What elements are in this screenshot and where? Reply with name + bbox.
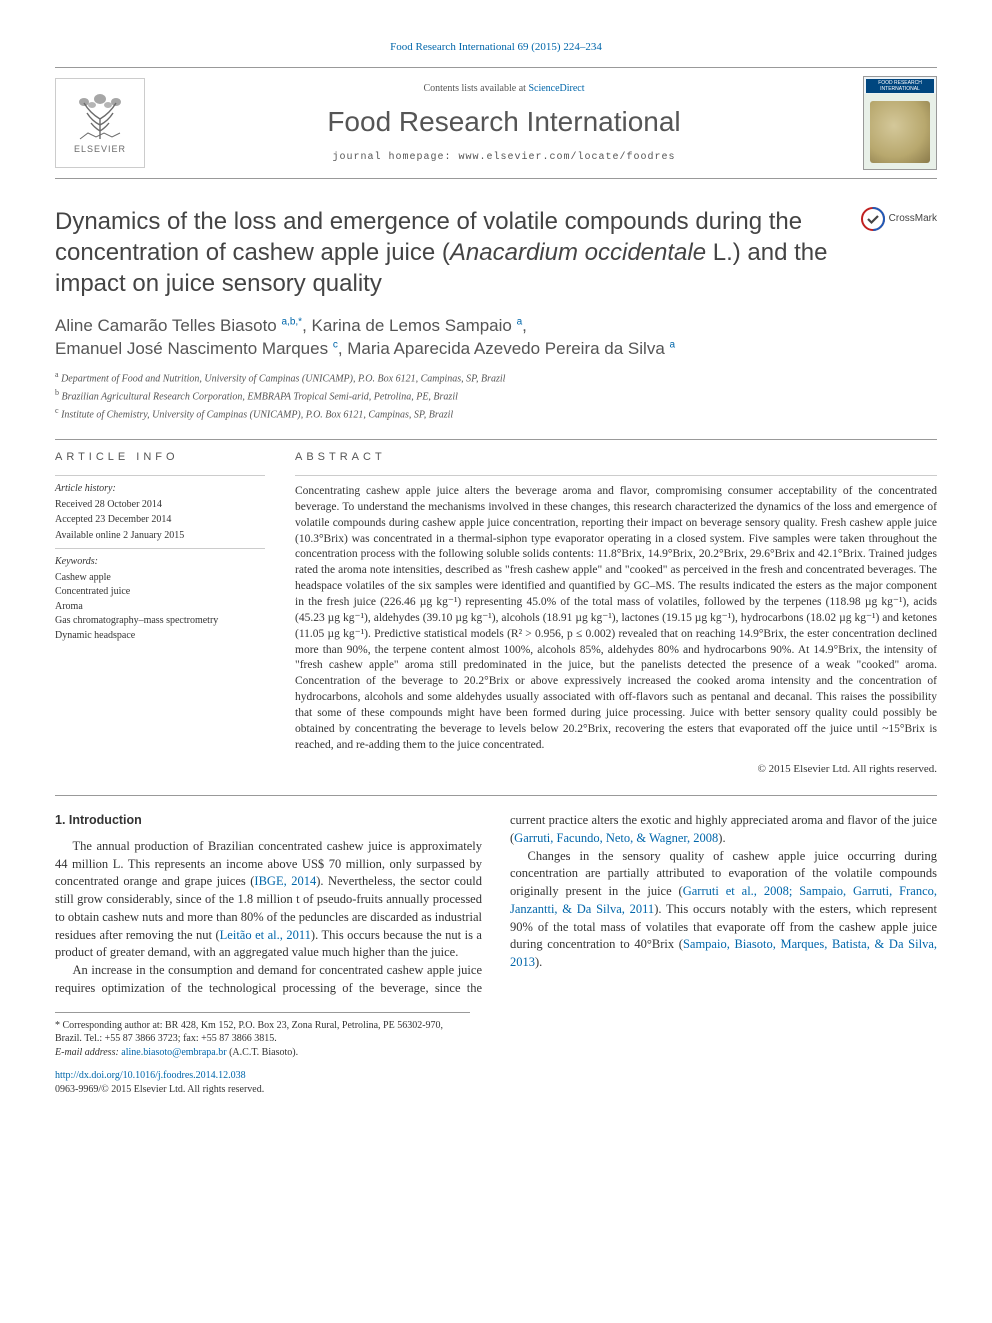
author-3-affil: c — [333, 340, 338, 351]
keywords-label: Keywords: — [55, 556, 98, 567]
divider — [55, 439, 937, 440]
author-4: Maria Aparecida Azevedo Pereira da Silva — [347, 339, 665, 358]
abstract-heading: abstract — [295, 450, 937, 465]
affiliation-a: Department of Food and Nutrition, Univer… — [61, 373, 505, 384]
body-p2-b: ). — [718, 831, 725, 845]
citation-link[interactable]: Leitão et al., 2011 — [220, 928, 311, 942]
corresponding-star: * — [298, 316, 302, 327]
journal-name: Food Research International — [159, 102, 849, 141]
elsevier-tree-icon — [70, 91, 130, 141]
page-footer: http://dx.doi.org/10.1016/j.foodres.2014… — [55, 1069, 937, 1097]
section-heading-intro: 1. Introduction — [55, 812, 482, 830]
keyword: Aroma — [55, 600, 265, 614]
author-4-affil: a — [670, 340, 676, 351]
keyword: Concentrated juice — [55, 585, 265, 599]
abstract-text: Concentrating cashew apple juice alters … — [295, 484, 937, 754]
body-two-column: 1. Introduction The annual production of… — [55, 812, 937, 998]
article-history-label: Article history: — [55, 483, 116, 494]
abstract-copyright: © 2015 Elsevier Ltd. All rights reserved… — [295, 762, 937, 777]
cover-band-text: FOOD RESEARCH INTERNATIONAL — [866, 79, 934, 92]
crossmark-badge[interactable]: CrossMark — [861, 207, 937, 231]
article-info-sidebar: article info Article history: Received 2… — [55, 450, 265, 777]
contents-lists-line: Contents lists available at ScienceDirec… — [159, 82, 849, 96]
footnotes: * Corresponding author at: BR 428, Km 15… — [55, 1012, 470, 1060]
homepage-prefix: journal homepage: — [332, 152, 458, 163]
email-label: E-mail address: — [55, 1047, 121, 1058]
author-1-affil: a,b, — [281, 316, 298, 327]
abstract-block: abstract Concentrating cashew apple juic… — [295, 450, 937, 777]
keyword: Gas chromatography–mass spectrometry — [55, 614, 265, 628]
doi-link[interactable]: http://dx.doi.org/10.1016/j.foodres.2014… — [55, 1070, 246, 1081]
author-2-affil: a — [517, 316, 523, 327]
author-1: Aline Camarão Telles Biasoto — [55, 316, 277, 335]
journal-homepage-line: journal homepage: www.elsevier.com/locat… — [159, 151, 849, 165]
body-p3-c: ). — [535, 955, 542, 969]
citation-link[interactable]: IBGE, 2014 — [254, 874, 316, 888]
article-info-heading: article info — [55, 450, 265, 465]
crossmark-label: CrossMark — [889, 212, 937, 226]
elsevier-wordmark: ELSEVIER — [74, 143, 126, 156]
online-date: Available online 2 January 2015 — [55, 529, 265, 543]
author-email-link[interactable]: aline.biasoto@embrapa.br — [121, 1047, 226, 1058]
masthead-center: Contents lists available at ScienceDirec… — [159, 82, 849, 165]
corresponding-author-note: * Corresponding author at: BR 428, Km 15… — [55, 1019, 470, 1046]
issn-copyright: 0963-9969/© 2015 Elsevier Ltd. All right… — [55, 1083, 937, 1097]
homepage-url[interactable]: www.elsevier.com/locate/foodres — [459, 152, 676, 163]
affiliation-c: Institute of Chemistry, University of Ca… — [61, 409, 453, 420]
elsevier-logo: ELSEVIER — [55, 78, 145, 168]
keyword: Cashew apple — [55, 571, 265, 585]
contents-prefix: Contents lists available at — [423, 83, 528, 94]
author-3: Emanuel José Nascimento Marques — [55, 339, 328, 358]
sciencedirect-link[interactable]: ScienceDirect — [528, 83, 584, 94]
running-head-link[interactable]: Food Research International 69 (2015) 22… — [390, 41, 602, 53]
masthead: ELSEVIER Contents lists available at Sci… — [55, 67, 937, 179]
received-date: Received 28 October 2014 — [55, 498, 265, 512]
article-title: Dynamics of the loss and emergence of vo… — [55, 207, 843, 299]
affiliations: a Department of Food and Nutrition, Univ… — [55, 369, 937, 422]
keywords-list: Cashew apple Concentrated juice Aroma Ga… — [55, 571, 265, 643]
accepted-date: Accepted 23 December 2014 — [55, 513, 265, 527]
affiliation-b: Brazilian Agricultural Research Corporat… — [62, 391, 458, 402]
author-list: Aline Camarão Telles Biasoto a,b,*, Kari… — [55, 314, 937, 362]
email-suffix: (A.C.T. Biasoto). — [227, 1047, 298, 1058]
divider — [55, 795, 937, 796]
journal-cover-thumbnail: FOOD RESEARCH INTERNATIONAL — [863, 76, 937, 170]
crossmark-icon — [861, 207, 885, 231]
citation-link[interactable]: Garruti, Facundo, Neto, & Wagner, 2008 — [514, 831, 718, 845]
running-head: Food Research International 69 (2015) 22… — [55, 40, 937, 55]
keyword: Dynamic headspace — [55, 629, 265, 643]
author-2: Karina de Lemos Sampaio — [312, 316, 512, 335]
